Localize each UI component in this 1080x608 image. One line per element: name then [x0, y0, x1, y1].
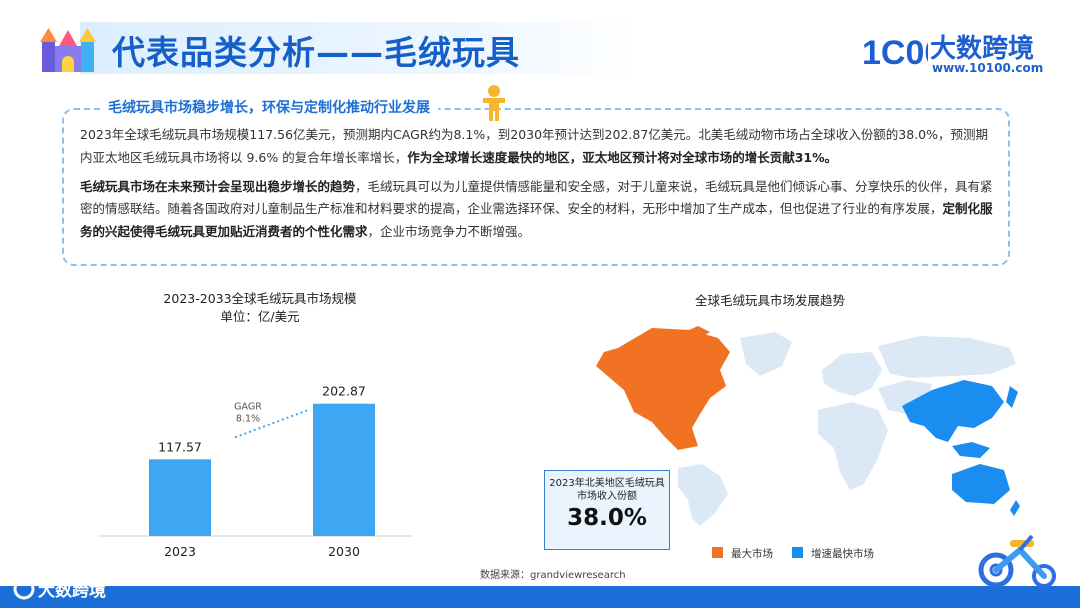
summary-panel: [62, 108, 1010, 266]
legend-label: 最大市场: [731, 548, 773, 560]
legend-item-fastest: 增速最快市场: [792, 546, 874, 561]
chart-title: 2023-2033全球毛绒玩具市场规模: [163, 291, 357, 306]
chart-title-block: 2023-2033全球毛绒玩具市场规模 单位：亿/美元: [100, 290, 420, 326]
world-map: [596, 326, 1020, 526]
map-title: 全球毛绒玩具市场发展趋势: [694, 293, 845, 308]
page-title: 代表品类分析——毛绒玩具: [112, 33, 520, 72]
legend-item-largest: 最大市场: [712, 546, 773, 561]
footer-logo-icon: [13, 578, 35, 600]
data-source: 数据来源：grandviewresearch: [480, 570, 626, 581]
summary-text: ，企业市场竞争力不断增强。: [367, 224, 531, 240]
callout-label: 2023年北美地区毛绒玩具市场收入份额: [549, 478, 665, 502]
castle-icon: [40, 28, 96, 72]
summary-paragraph-1: 2023年全球毛绒玩具市场规模117.56亿美元，预测期内CAGR约为8.1%，…: [80, 124, 995, 170]
title-banner: [80, 22, 640, 74]
summary-highlight: 作为全球增长速度最快的地区，亚太地区预计将对全球市场的增长贡献31%。: [407, 149, 838, 165]
map-largest-market: [596, 326, 730, 450]
x-tick-label-2030: 2030: [328, 544, 360, 559]
summary-heading: 毛绒玩具市场稳步增长，环保与定制化推动行业发展: [100, 97, 438, 117]
x-tick-label-2023: 2023: [164, 544, 196, 559]
map-fastest-market: [902, 380, 1020, 516]
bar-2023: [149, 459, 211, 536]
chart-subtitle: 单位：亿/美元: [220, 309, 300, 324]
map-callout: 2023年北美地区毛绒玩具市场收入份额 38.0%: [544, 470, 670, 550]
summary-highlight: 毛绒玩具市场在未来预计会呈现出稳步增长的趋势: [80, 178, 356, 194]
cagr-label: GAGR: [234, 402, 262, 413]
map-base-regions: [678, 332, 1016, 526]
summary-paragraph-2: 毛绒玩具市场在未来预计会呈现出稳步增长的趋势，毛绒玩具可以为儿童提供情感能量和安…: [80, 176, 995, 244]
legend-swatch-fastest: [792, 547, 803, 558]
cagr-value: 8.1%: [236, 414, 260, 425]
footer-bar: [0, 586, 1080, 608]
callout-value: 38.0%: [567, 505, 647, 531]
legend-swatch-largest: [712, 547, 723, 558]
summary-text: 2023年全球毛绒玩具市场规模117.56亿美元，预测期内CAGR约为8.1%，…: [80, 127, 988, 165]
brand-logo-icon: 1C00: [862, 34, 928, 72]
summary-highlight: 定制化服务的兴起使得毛绒玩具更加贴近消费者的个性化需求: [80, 201, 993, 240]
summary-text: ，毛绒玩具可以为儿童提供情感能量和安全感，对于儿童来说，毛绒玩具是他们倾诉心事、…: [80, 178, 993, 217]
bar-2030: [313, 403, 375, 536]
summary-body: 2023年全球毛绒玩具市场规模117.56亿美元，预测期内CAGR约为8.1%，…: [80, 124, 995, 244]
footer-brand: 大数跨境: [38, 581, 106, 601]
legend-label: 增速最快市场: [811, 548, 874, 560]
cagr-trend-line: [234, 408, 310, 439]
tricycle-icon: [978, 534, 1056, 588]
data-label-2023: 117.57: [158, 439, 202, 454]
person-icon: [483, 85, 505, 121]
data-label-2030: 202.87: [322, 384, 366, 399]
brand-url[interactable]: www.10100.com: [932, 61, 1044, 75]
brand-logo-mark: 1C00: [862, 34, 928, 72]
brand-name: 大数跨境: [930, 34, 1035, 64]
